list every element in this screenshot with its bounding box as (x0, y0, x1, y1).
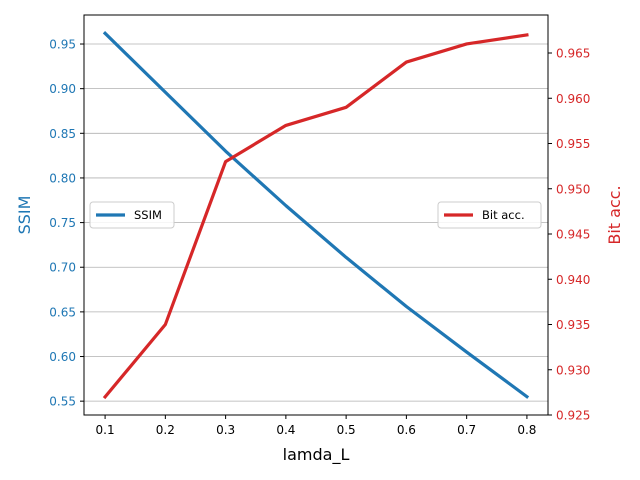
right-y-tick-label: 0.945 (556, 228, 590, 242)
x-axis: 0.1 0.2 0.3 0.4 0.5 0.6 0.7 0.8 (96, 415, 536, 437)
x-tick-label: 0.8 (517, 423, 536, 437)
right-y-axis: 0.925 0.930 0.935 0.940 0.945 0.950 0.955 0.960… (548, 47, 590, 423)
right-y-tick-label: 0.955 (556, 137, 590, 151)
legend-bit-acc: Bit acc. (437, 201, 542, 229)
left-y-tick-label: 0.95 (49, 38, 76, 52)
legend-box (89, 201, 175, 229)
right-y-tick-label: 0.965 (556, 47, 590, 61)
left-y-tick-label: 0.65 (49, 305, 76, 319)
x-tick-label: 0.4 (276, 423, 295, 437)
left-y-tick-label: 0.90 (49, 82, 76, 96)
series-line-bit-acc (102, 33, 529, 400)
legend-label: Bit acc. (482, 208, 525, 222)
legend-ssim: SSIM (89, 201, 175, 229)
right-y-tick-label: 0.925 (556, 409, 590, 423)
legend-label: SSIM (134, 208, 162, 222)
plot-frame (83, 14, 549, 416)
left-y-tick-label: 0.75 (49, 216, 76, 230)
x-axis-title: lamda_L (283, 445, 350, 465)
x-tick-label: 0.5 (337, 423, 356, 437)
x-tick-label: 0.3 (216, 423, 235, 437)
series-line-ssim (102, 31, 530, 399)
left-y-tick-label: 0.60 (49, 350, 76, 364)
left-y-tick-label: 0.85 (49, 127, 76, 141)
right-y-tick-label: 0.950 (556, 182, 590, 196)
left-y-tick-label: 0.70 (49, 261, 76, 275)
series-lines (102, 31, 530, 400)
right-y-tick-label: 0.940 (556, 273, 590, 287)
x-tick-label: 0.7 (457, 423, 476, 437)
x-tick-label: 0.6 (397, 423, 416, 437)
left-y-axis-title: SSIM (15, 196, 34, 235)
x-tick-label: 0.2 (156, 423, 175, 437)
left-y-tick-label: 0.80 (49, 171, 76, 185)
right-y-tick-label: 0.930 (556, 363, 590, 377)
legends: SSIM Bit acc. (89, 201, 542, 229)
legend-box (437, 201, 542, 229)
x-tick-label: 0.1 (96, 423, 115, 437)
right-y-axis-title: Bit acc. (605, 185, 624, 244)
right-y-tick-label: 0.960 (556, 92, 590, 106)
left-y-axis: 0.55 0.60 0.65 0.70 0.75 0.80 0.85 0.90 0.95 (49, 38, 84, 409)
left-y-tick-label: 0.55 (49, 395, 76, 409)
right-y-tick-label: 0.935 (556, 318, 590, 332)
